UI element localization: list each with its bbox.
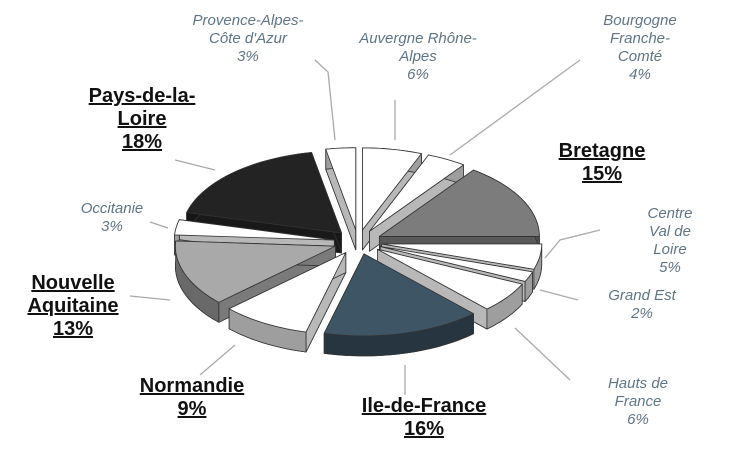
category-label: Nouvelle Aquitaine: [27, 272, 119, 317]
leader-lines: [129, 59, 601, 395]
value-label: 16%: [403, 418, 445, 440]
value-label: 5%: [659, 259, 681, 276]
slice-top: [377, 248, 523, 310]
value-label: 13%: [52, 318, 94, 340]
value-label: 6%: [407, 66, 429, 83]
value-label: 3%: [237, 48, 259, 65]
slice: [325, 147, 357, 251]
slice-label: Normandie 9%: [140, 375, 244, 421]
category-label: Normandie: [139, 375, 245, 397]
leader-line: [544, 229, 601, 259]
slice-top: [362, 147, 422, 231]
value-label: 18%: [121, 131, 163, 153]
slice-top: [379, 246, 533, 282]
slice-top: [175, 240, 336, 303]
category-label: Hauts de France: [607, 375, 669, 410]
category-label: Occitanie: [80, 200, 144, 217]
leader-line: [149, 221, 169, 229]
value-label: 9%: [177, 398, 207, 420]
slice-label: Nouvelle Aquitaine 13%: [27, 272, 118, 341]
value-label: 2%: [631, 305, 653, 322]
slice: [323, 253, 474, 357]
category-label: Centre Val de Loire: [647, 205, 693, 258]
slice: [228, 252, 347, 353]
value-label: 3%: [101, 218, 123, 235]
leader-line: [174, 159, 216, 171]
slice-label: Grand Est 2%: [608, 287, 676, 323]
slice-label: Provence-Alpes- Côte d'Azur 3%: [193, 12, 304, 66]
slice-top: [228, 252, 347, 333]
slice-top: [325, 147, 357, 231]
category-label: Ile-de-France: [361, 395, 487, 417]
category-label: Auvergne Rhône- Alpes: [359, 30, 477, 65]
leader-line: [129, 295, 171, 301]
leader-line: [199, 344, 236, 376]
slice-label: Auvergne Rhône- Alpes 6%: [359, 30, 477, 84]
category-label: Bretagne: [558, 140, 646, 162]
slice-top: [323, 253, 474, 337]
category-label: Grand Est: [608, 287, 676, 304]
value-label: 15%: [581, 163, 623, 185]
leader-line: [539, 289, 579, 301]
slice-label: Bourgogne Franche-Comté 4%: [593, 12, 688, 84]
slice-top: [369, 154, 465, 232]
value-label: 4%: [629, 66, 651, 83]
category-label: Pays-de-la- Loire: [88, 85, 196, 130]
leader-line: [514, 327, 571, 381]
slices: [174, 147, 543, 357]
slice-label: Centre Val de Loire 5%: [638, 205, 703, 277]
slice-label: Occitanie 3%: [81, 200, 144, 236]
category-label: Provence-Alpes- Côte d'Azur: [192, 12, 304, 47]
leader-line: [314, 59, 336, 141]
leader-line: [449, 59, 581, 156]
slice-label: Hauts de France 6%: [590, 375, 687, 429]
slice-top: [186, 152, 342, 234]
slice-label: Ile-de-France 16%: [362, 395, 486, 441]
category-label: Bourgogne Franche-Comté: [603, 12, 677, 65]
slice-top: [381, 243, 543, 270]
value-label: 6%: [627, 411, 649, 428]
slice-top: [174, 219, 335, 241]
slice-top: [378, 169, 540, 237]
slice-label: Pays-de-la- Loire 18%: [89, 85, 196, 154]
slice-label: Bretagne 15%: [559, 140, 646, 186]
